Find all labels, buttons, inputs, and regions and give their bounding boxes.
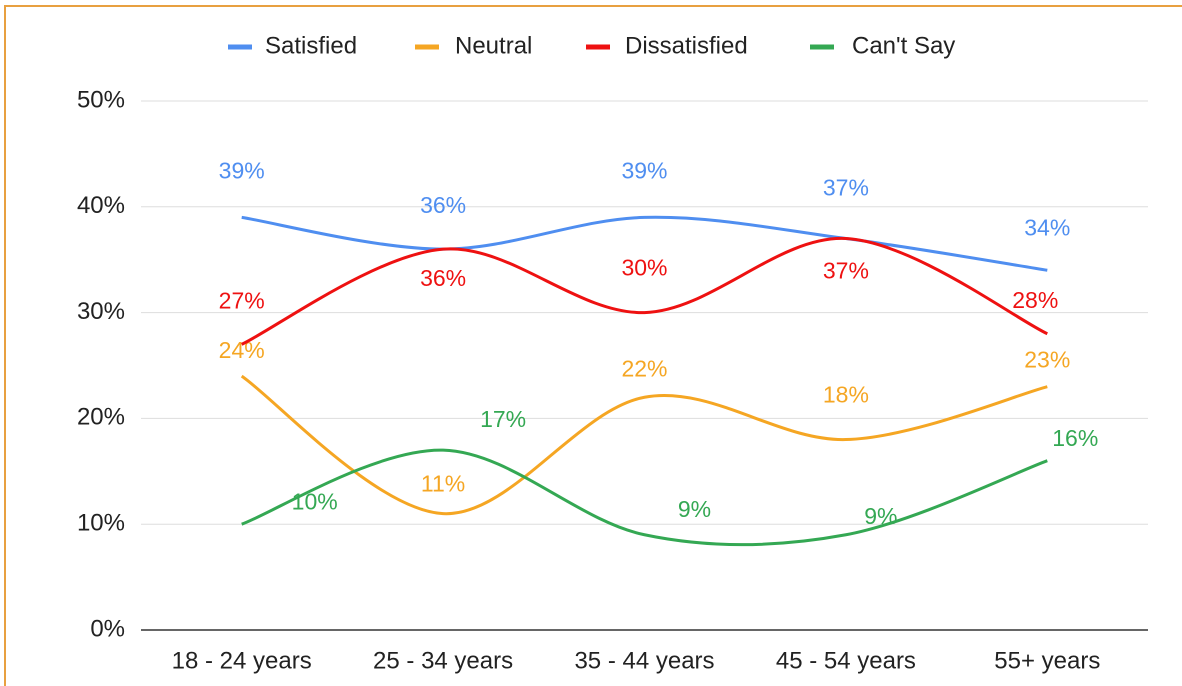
data-label: 28% <box>1012 287 1058 313</box>
data-label: 23% <box>1024 347 1070 373</box>
data-label: 34% <box>1024 214 1070 240</box>
legend-label: Neutral <box>455 32 532 59</box>
data-label: 36% <box>420 265 466 291</box>
data-label: 39% <box>621 157 667 183</box>
legend-label: Dissatisfied <box>625 32 748 59</box>
data-label: 39% <box>219 157 265 183</box>
data-label: 30% <box>621 255 667 281</box>
y-tick-label: 40% <box>77 192 125 219</box>
data-label: 9% <box>864 503 897 529</box>
series-line <box>241 237 1048 346</box>
y-tick-label: 20% <box>77 404 125 431</box>
legend-label: Can't Say <box>852 32 955 59</box>
frame <box>4 5 1182 686</box>
data-label: 36% <box>420 192 466 218</box>
data-label: 10% <box>292 488 338 514</box>
data-label: 22% <box>621 355 667 381</box>
x-tick-label: 45 - 54 years <box>776 647 916 674</box>
data-label: 27% <box>219 287 265 313</box>
data-label: 24% <box>219 337 265 363</box>
series-line <box>240 374 1048 516</box>
y-tick-label: 30% <box>77 298 125 325</box>
data-label: 17% <box>480 406 526 432</box>
data-label: 16% <box>1052 425 1098 451</box>
series-line <box>241 215 1048 272</box>
x-tick-label: 18 - 24 years <box>172 647 312 674</box>
legend-label: Satisfied <box>265 32 357 59</box>
data-label: 18% <box>823 382 869 408</box>
data-label: 37% <box>823 175 869 201</box>
y-tick-label: 10% <box>77 510 125 537</box>
x-tick-label: 25 - 34 years <box>373 647 513 674</box>
data-label: 37% <box>823 258 869 284</box>
x-tick-label: 35 - 44 years <box>574 647 714 674</box>
y-tick-label: 50% <box>77 86 125 113</box>
x-tick-label: 55+ years <box>994 647 1100 674</box>
data-label: 11% <box>421 471 465 497</box>
y-tick-label: 0% <box>90 615 125 642</box>
data-label: 9% <box>678 496 711 522</box>
series-line <box>241 448 1048 547</box>
